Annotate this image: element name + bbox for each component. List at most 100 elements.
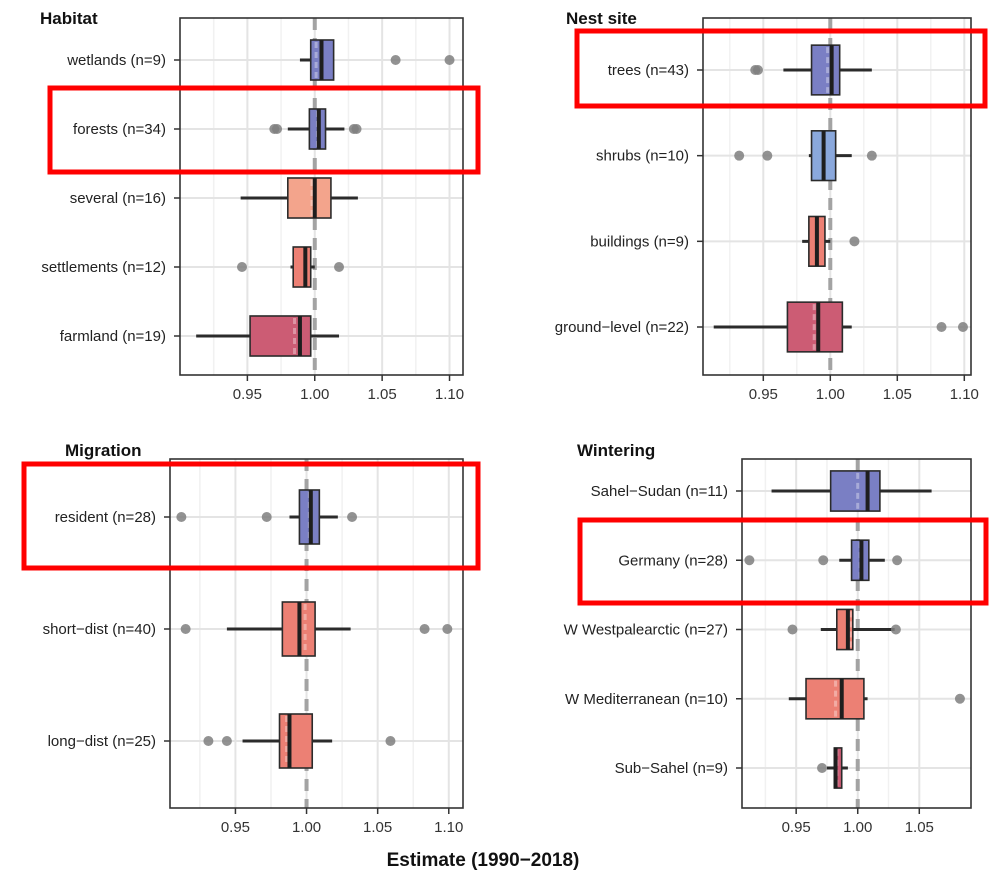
highlight-box	[577, 517, 989, 606]
x-tick-label: 1.05	[368, 386, 397, 403]
box-2	[802, 215, 860, 267]
box-1	[269, 108, 362, 150]
category-label: W Mediterranean (n=10)	[565, 691, 728, 708]
box-iqr	[292, 246, 312, 288]
outlier-point	[419, 624, 430, 634]
x-tick-label: 0.95	[782, 819, 811, 836]
outlier-point	[734, 150, 745, 161]
box-iqr	[805, 677, 865, 720]
category-label: short−dist (n=40)	[43, 621, 156, 638]
box-0	[299, 39, 455, 81]
outlier-point	[936, 322, 947, 332]
x-tick-label: 1.00	[292, 819, 321, 836]
highlight-box	[47, 85, 481, 175]
category-label: buildings (n=9)	[590, 233, 689, 250]
outlier-point	[762, 150, 773, 161]
panel-title: Migration	[65, 441, 142, 460]
x-tick-label: 1.00	[300, 386, 329, 403]
x-tick-label: 1.00	[843, 819, 872, 836]
category-label: W Westpalearctic (n=27)	[564, 622, 728, 639]
x-tick-label: 0.95	[233, 386, 262, 403]
panel-title: Habitat	[40, 9, 98, 28]
box-iqr	[810, 44, 841, 96]
outlier-point	[890, 624, 901, 635]
box-0	[176, 489, 358, 545]
outlier-point	[744, 555, 755, 566]
panel-title: Wintering	[577, 441, 655, 460]
outlier-point	[866, 150, 877, 161]
highlight-box	[21, 461, 481, 571]
box-1	[734, 130, 877, 182]
outlier-point	[180, 624, 191, 634]
box-2	[240, 177, 358, 219]
panels: wetlands (n=9) forests (n=34) several (n=1…	[21, 9, 989, 836]
box-iqr	[287, 177, 332, 219]
panel-migration: resident (n=28) short−dist (n=40) long−dis…	[21, 441, 481, 836]
box-3	[713, 301, 968, 353]
panel-habitat: wetlands (n=9) forests (n=34) several (n=1…	[40, 9, 481, 403]
x-tick-label: 1.10	[434, 819, 463, 836]
outlier-point	[752, 65, 763, 75]
outlier-point	[390, 55, 401, 65]
x-tick-label: 1.05	[905, 819, 934, 836]
category-label: farmland (n=19)	[60, 328, 166, 345]
x-tick-label: 1.10	[435, 386, 464, 403]
panel-frame	[169, 458, 464, 809]
panel-title: Nest site	[566, 9, 637, 28]
category-label: Germany (n=28)	[618, 552, 728, 569]
box-3	[788, 677, 965, 720]
category-label: ground−level (n=22)	[555, 319, 689, 336]
box-0	[771, 470, 932, 512]
outlier-point	[203, 736, 214, 746]
outlier-point	[818, 555, 829, 566]
box-iqr	[829, 470, 881, 512]
box-1	[744, 539, 903, 582]
outlier-point	[221, 736, 232, 746]
x-tick-label: 1.05	[883, 386, 912, 403]
panel-frame	[179, 17, 464, 376]
outlier-point	[236, 262, 247, 272]
box-4	[817, 747, 848, 789]
outlier-point	[347, 512, 358, 522]
x-axis-label: Estimate (1990−2018)	[387, 850, 580, 871]
x-tick-label: 1.05	[363, 819, 392, 836]
outlier-point	[957, 322, 968, 332]
x-tick-label: 1.00	[816, 386, 845, 403]
panel-wintering: Sahel−Sudan (n=11) Germany (n=28) W Westpa…	[564, 441, 989, 836]
category-label: shrubs (n=10)	[596, 148, 689, 165]
category-label: Sub−Sahel (n=9)	[615, 760, 728, 777]
category-label: wetlands (n=9)	[66, 52, 166, 69]
outlier-point	[261, 512, 272, 522]
outlier-point	[351, 124, 362, 134]
outlier-point	[272, 124, 283, 134]
category-label: several (n=16)	[70, 190, 166, 207]
box-0	[750, 44, 872, 96]
box-1	[180, 601, 453, 657]
outlier-point	[442, 624, 453, 634]
box-iqr	[786, 301, 844, 353]
outlier-point	[892, 555, 903, 566]
outlier-point	[954, 693, 965, 704]
category-label: long−dist (n=25)	[48, 733, 156, 750]
highlight-box	[574, 28, 988, 109]
category-label: resident (n=28)	[55, 509, 156, 526]
outlier-point	[817, 763, 828, 773]
category-label: forests (n=34)	[73, 121, 166, 138]
outlier-point	[787, 624, 798, 635]
category-label: trees (n=43)	[608, 62, 689, 79]
outlier-point	[849, 236, 860, 247]
x-tick-label: 0.95	[749, 386, 778, 403]
panel-frame	[741, 458, 972, 809]
box-2	[203, 713, 396, 769]
box-2	[787, 608, 901, 651]
category-label: Sahel−Sudan (n=11)	[591, 483, 728, 500]
outlier-point	[444, 55, 455, 65]
box-3	[236, 246, 345, 288]
panel-frame	[702, 17, 972, 376]
outlier-point	[385, 736, 396, 746]
box-4	[196, 315, 340, 357]
outlier-point	[176, 512, 187, 522]
box-iqr	[278, 713, 314, 769]
panel-nest-site: trees (n=43) shrubs (n=10) buildings (n=9)…	[555, 9, 988, 403]
